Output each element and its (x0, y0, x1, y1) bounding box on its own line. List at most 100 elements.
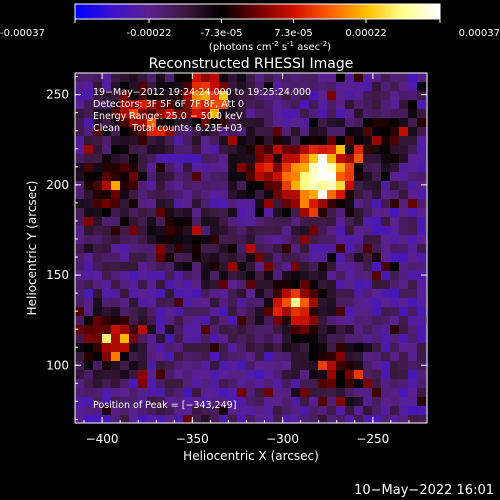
heatmap-cell (75, 334, 85, 344)
heatmap-cell (165, 244, 175, 254)
heatmap-cell (246, 163, 256, 173)
heatmap-cell (174, 289, 184, 299)
heatmap-cell (165, 325, 175, 335)
heatmap-cell (282, 280, 292, 290)
heatmap-cell (408, 145, 418, 155)
heatmap-cell (291, 181, 301, 191)
heatmap-cell (390, 244, 400, 254)
heatmap-cell (138, 91, 148, 101)
heatmap-cell (363, 325, 373, 335)
heatmap-cell (372, 154, 382, 164)
heatmap-cell (291, 73, 301, 83)
heatmap-cell (138, 316, 148, 326)
heatmap-cell (111, 307, 121, 317)
heatmap-cell (183, 118, 193, 128)
heatmap-cell (237, 406, 247, 416)
heatmap-cell (390, 91, 400, 101)
heatmap-cell (363, 109, 373, 119)
heatmap-cell (309, 271, 319, 281)
heatmap-cell (390, 127, 400, 137)
heatmap-cell (417, 91, 427, 101)
heatmap-cell (138, 415, 148, 423)
heatmap-cell (165, 406, 175, 416)
heatmap-cell (210, 388, 220, 398)
heatmap-cell (102, 217, 112, 227)
heatmap-cell (129, 280, 139, 290)
heatmap-cell (408, 244, 418, 254)
heatmap-cell (399, 406, 409, 416)
heatmap-cell (264, 154, 274, 164)
heatmap-cell (345, 388, 355, 398)
heatmap-cell (381, 181, 391, 191)
heatmap-cell (120, 136, 130, 146)
heatmap-cell (255, 370, 265, 380)
heatmap-cell (111, 280, 121, 290)
heatmap-cell (372, 226, 382, 236)
heatmap-cell (408, 190, 418, 200)
heatmap-cell (111, 397, 121, 407)
heatmap-cell (129, 298, 139, 308)
heatmap-cell (120, 316, 130, 326)
heatmap-cell (309, 136, 319, 146)
heatmap-cell (399, 190, 409, 200)
heatmap-cell (417, 136, 427, 146)
heatmap-cell (93, 415, 103, 423)
heatmap-cell (183, 226, 193, 236)
heatmap-cell (381, 361, 391, 371)
heatmap-cell (345, 100, 355, 110)
heatmap-cell (300, 109, 310, 119)
heatmap-cell (201, 298, 211, 308)
heatmap-cell (138, 334, 148, 344)
heatmap-cell (165, 109, 175, 119)
heatmap-cell (309, 307, 319, 317)
heatmap-cell (183, 100, 193, 110)
heatmap-cell (192, 118, 202, 128)
heatmap-cell (210, 298, 220, 308)
heatmap-cell (174, 415, 184, 423)
heatmap-cell (102, 289, 112, 299)
heatmap-cell (111, 415, 121, 423)
heatmap-cell (336, 109, 346, 119)
heatmap-cell (201, 163, 211, 173)
heatmap-cell (399, 307, 409, 317)
heatmap-cell (138, 226, 148, 236)
heatmap-cell (102, 73, 112, 83)
heatmap-cell (237, 109, 247, 119)
heatmap-cell (192, 235, 202, 245)
heatmap-cell (408, 388, 418, 398)
heatmap-cell (273, 154, 283, 164)
heatmap-cell (156, 208, 166, 218)
heatmap-cell (399, 199, 409, 209)
heatmap-cell (390, 379, 400, 389)
heatmap-cell (264, 244, 274, 254)
heatmap-cell (255, 262, 265, 272)
heatmap-cell (138, 172, 148, 182)
heatmap-cell (318, 307, 328, 317)
heatmap-cell (111, 163, 121, 173)
heatmap-cell (138, 136, 148, 146)
heatmap-cell (381, 244, 391, 254)
heatmap-cell (219, 118, 229, 128)
heatmap-cell (129, 244, 139, 254)
heatmap-cell (129, 325, 139, 335)
heatmap-cell (363, 307, 373, 317)
heatmap-cell (201, 118, 211, 128)
heatmap-cell (246, 217, 256, 227)
heatmap-cell (354, 415, 364, 423)
heatmap-cell (210, 244, 220, 254)
heatmap-cell (192, 199, 202, 209)
heatmap-cell (156, 190, 166, 200)
heatmap-cell (381, 136, 391, 146)
heatmap-cell (255, 352, 265, 362)
heatmap-cell (282, 82, 292, 92)
heatmap-cell (192, 415, 202, 423)
heatmap-cell (381, 388, 391, 398)
heatmap-cell (237, 208, 247, 218)
heatmap-cell (183, 280, 193, 290)
heatmap-cell (327, 280, 337, 290)
heatmap-cell (309, 82, 319, 92)
heatmap-cell (111, 226, 121, 236)
heatmap-cell (255, 100, 265, 110)
heatmap-cell (138, 181, 148, 191)
heatmap-cell (237, 235, 247, 245)
